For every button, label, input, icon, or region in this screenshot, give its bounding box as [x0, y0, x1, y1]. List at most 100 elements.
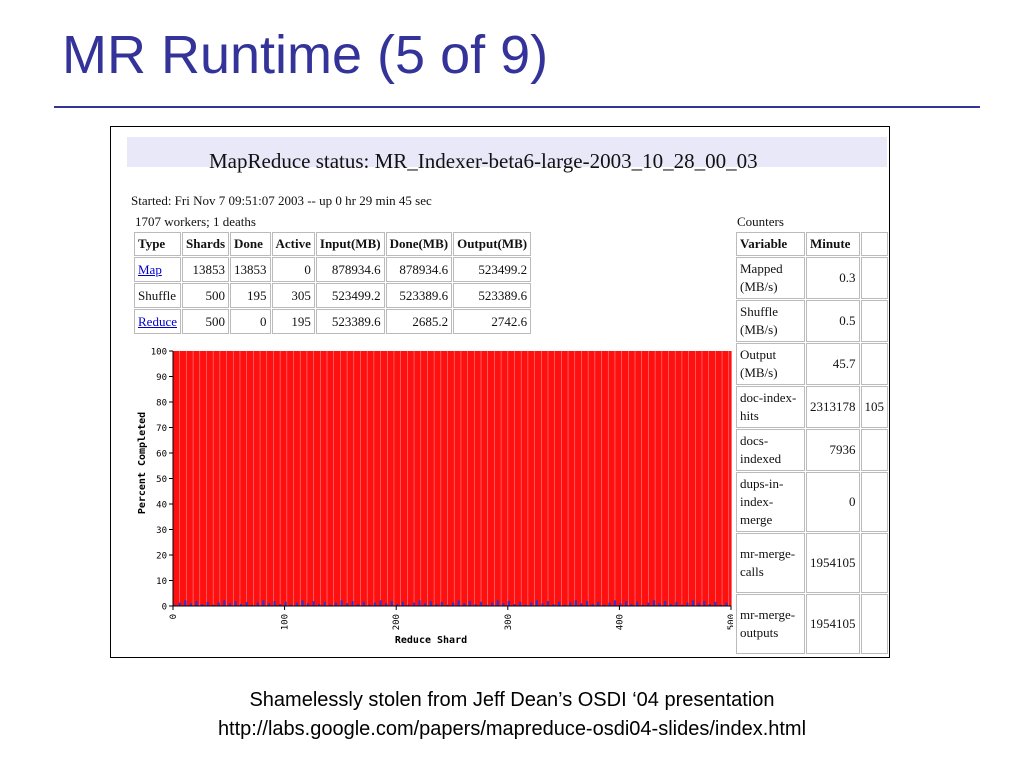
shuffle-bar: [227, 351, 230, 606]
shuffle-bar: [318, 351, 320, 606]
shuffle-bar: [335, 351, 338, 606]
shuffle-bar: [440, 351, 443, 606]
slide-caption: Shamelessly stolen from Jeff Dean’s OSDI…: [0, 686, 1024, 744]
shuffle-bar: [494, 351, 497, 606]
shuffle-bar: [428, 351, 431, 606]
shuffle-bar: [330, 351, 333, 606]
shuffle-bar: [411, 351, 414, 606]
shuffle-bar: [725, 351, 728, 606]
shards-cell: 13853: [181, 257, 230, 282]
shuffle-bar: [435, 351, 437, 606]
shuffle-bar: [698, 351, 701, 606]
shuffle-bar: [545, 351, 548, 606]
shuffle-bar: [448, 351, 451, 606]
shuffle-bar: [649, 351, 652, 606]
shuffle-bar: [181, 351, 184, 606]
reduce-bar: [407, 604, 410, 606]
shuffle-bar: [608, 351, 610, 606]
reduce-bar: [223, 600, 226, 606]
workers-info: 1707 workers; 1 deaths: [135, 214, 256, 229]
shuffle-bar: [344, 351, 347, 606]
reduce-bar: [195, 601, 198, 606]
reduce-bar: [362, 601, 365, 606]
y-tick-label: 70: [156, 424, 167, 434]
reduce-bar: [251, 604, 254, 606]
counter-minute: 45.7: [806, 343, 860, 385]
shuffle-bar: [686, 351, 689, 606]
shuffle-bar: [571, 351, 574, 606]
shuffle-bar: [215, 351, 218, 606]
map-link[interactable]: Map: [138, 261, 162, 277]
shuffle-bar: [286, 351, 289, 606]
reduce-bar: [184, 600, 187, 606]
shuffle-bar: [333, 351, 336, 606]
shuffle-bar: [565, 351, 568, 606]
shuffle-bar: [562, 351, 565, 606]
shard-table-header-row: Type Shards Done Active Input(MB) Done(M…: [134, 232, 532, 256]
reduce-bar: [658, 603, 661, 606]
counters-table: Variable Minute Mapped (MB/s) 0.3 Shuffl…: [735, 231, 889, 655]
reduce-bar: [669, 604, 672, 606]
reduce-bar: [178, 602, 181, 606]
shuffle-bar: [427, 351, 430, 606]
shuffle-bar: [656, 351, 658, 606]
reduce-bar: [585, 601, 589, 606]
shuffle-bar: [697, 351, 700, 606]
shuffle-bar: [340, 351, 343, 606]
output-cell: 2742.6: [453, 309, 532, 334]
shuffle-bar: [300, 351, 302, 606]
shuffle-bar: [512, 351, 514, 606]
shuffle-bar: [328, 351, 330, 606]
shuffle-bar: [329, 351, 331, 606]
reduce-bar: [452, 602, 455, 606]
shuffle-bar: [476, 351, 479, 606]
reduce-bar: [401, 601, 405, 606]
shuffle-bar: [437, 351, 440, 606]
reduce-bar: [351, 601, 354, 606]
reduce-bar: [189, 603, 192, 606]
shuffle-bar: [672, 351, 675, 606]
shuffle-bar: [475, 351, 478, 606]
shuffle-bar: [429, 351, 432, 606]
shuffle-bar: [635, 351, 637, 606]
shuffle-bar: [489, 351, 492, 606]
caption-url: http://labs.google.com/papers/mapreduce-…: [217, 718, 807, 740]
reduce-bar: [457, 600, 460, 606]
shuffle-bar: [599, 351, 602, 606]
shuffle-bar: [542, 351, 545, 606]
shuffle-bar: [641, 351, 644, 606]
shuffle-bar: [516, 351, 519, 606]
shuffle-bar: [574, 351, 577, 606]
shuffle-bar: [609, 351, 612, 606]
shuffle-bar: [550, 351, 552, 606]
shuffle-bar: [186, 351, 189, 606]
status-header: MapReduce status: MR_Indexer-beta6-large…: [127, 137, 887, 173]
shuffle-bar: [414, 351, 416, 606]
shuffle-bar: [311, 351, 314, 606]
reduce-bar: [396, 604, 399, 606]
counters-header-row: Variable Minute: [736, 232, 888, 256]
y-tick-label: 50: [156, 475, 167, 485]
reduce-bar: [206, 601, 209, 606]
shuffle-bar: [180, 351, 183, 606]
shuffle-bar: [213, 351, 215, 606]
done-mb-cell: 523389.6: [385, 283, 453, 308]
reduce-bar: [680, 604, 684, 606]
shuffle-bar: [715, 351, 718, 606]
input-cell: 878934.6: [315, 257, 385, 282]
shuffle-bar: [514, 351, 517, 606]
table-row: Reduce 500 0 195 523389.6 2685.2 2742.6: [134, 309, 532, 334]
shuffle-bar: [287, 351, 290, 606]
shuffle-bar: [173, 351, 175, 606]
counter-extra: [860, 472, 888, 532]
done-mb-cell: 2685.2: [385, 309, 453, 334]
shuffle-bar: [281, 351, 283, 606]
reduce-link[interactable]: Reduce: [138, 313, 177, 329]
active-cell: 305: [271, 283, 315, 308]
chart-bars: [172, 351, 732, 606]
shuffle-bar: [523, 351, 526, 606]
shuffle-bar: [689, 351, 692, 606]
shuffle-bar: [617, 351, 619, 606]
shuffle-bar: [549, 351, 551, 606]
shuffle-bar: [709, 351, 712, 606]
